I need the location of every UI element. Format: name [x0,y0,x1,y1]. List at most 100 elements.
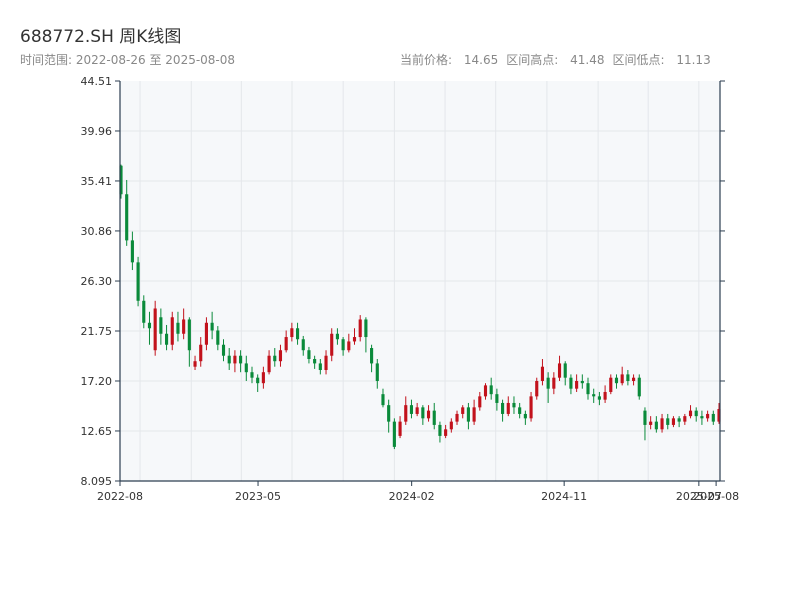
candle [142,295,146,329]
candle [711,410,715,425]
candle-body [461,407,465,414]
candle [449,418,453,433]
candle [318,359,322,375]
range-low-label: 区间低点: [612,53,665,67]
candle-body [540,366,545,381]
candle-body [370,348,374,364]
current-price-value: 14.65 [463,53,499,67]
candle-body [552,377,556,389]
grid-lines [120,81,720,481]
candle [261,366,265,389]
candle [398,416,402,439]
candle [461,405,465,419]
candle-body [358,319,362,338]
candle-body [501,402,505,414]
candle [444,424,448,439]
candle [164,324,169,351]
candle [609,374,613,395]
candle-body [518,407,522,414]
candle-body [313,359,317,364]
candle [290,322,294,342]
candle [221,339,226,362]
candle [216,326,220,351]
candle-body [381,394,385,406]
candle-body [483,385,488,397]
range-high-label: 区间高点: [506,53,559,67]
candle-body [199,344,203,362]
candle-body [187,319,191,351]
candle-body [136,262,140,301]
y-tick-label: 26.30 [81,275,113,288]
candle [586,377,590,400]
candle [307,346,311,364]
candle [671,416,676,428]
candle-body [478,396,482,408]
candle [364,317,368,353]
y-tick-label: 30.86 [81,225,113,238]
candle-body [432,410,436,425]
candle-body [529,396,533,419]
candle-body [324,355,328,371]
candle-body [347,341,351,351]
candle-body [421,407,425,419]
candle-body [694,410,698,417]
candle-body [210,322,214,331]
candle [489,377,493,400]
candle-body [563,363,567,378]
candle-body [330,333,334,356]
candle [233,350,237,373]
candle [125,179,129,246]
candle-body [170,317,174,345]
candle-body [426,410,431,419]
candle-body [597,396,601,400]
candle [432,402,436,430]
candle [250,366,254,384]
candle [239,350,243,373]
candle-body [164,333,169,345]
date-range-separator: 至 [149,53,162,67]
axes: 8.095 12.65 17.20 21.75 26.30 30.86 35.41 39.96… [81,75,740,503]
candle [523,410,527,425]
candle-body [688,410,693,417]
y-tick-label: 12.65 [81,425,113,438]
candle [501,399,505,422]
candle [130,231,134,271]
candle [603,385,607,403]
chart-title: 688772.SH 周K线图 [20,27,182,47]
candle-body [614,377,619,384]
candle [478,391,482,411]
candle [535,377,539,400]
candles [119,164,721,450]
candle-body [364,319,368,338]
x-tick-label: 2023-05 [235,490,281,503]
candle-body [455,413,459,422]
candle-body [278,350,283,362]
candle-body [267,355,271,373]
candle-body [717,408,721,422]
candle [227,348,231,371]
candle [421,405,425,425]
candle [717,402,721,424]
candle [375,359,379,389]
candle [580,374,584,389]
candle-body [159,317,163,334]
candle-body [307,350,311,360]
range-low-value: 11.13 [676,53,711,67]
candle-body [290,328,294,338]
candle [210,311,214,340]
candle [204,317,208,351]
candle-body [546,377,550,389]
candle [273,348,277,367]
candle [472,399,476,425]
candle [666,413,670,430]
price-stats: 当前价格: 14.65 区间高点: 41.48 区间低点: 11.13 [400,51,711,68]
candle-body [182,319,186,334]
candle [284,330,288,353]
date-range-label: 时间范围: [20,53,73,67]
candle [324,350,328,375]
candle-body [125,194,129,241]
candle-body [575,380,579,389]
candle-body [449,421,453,430]
candle-body [643,410,647,425]
x-tick-label: 2025-08 [693,490,739,503]
